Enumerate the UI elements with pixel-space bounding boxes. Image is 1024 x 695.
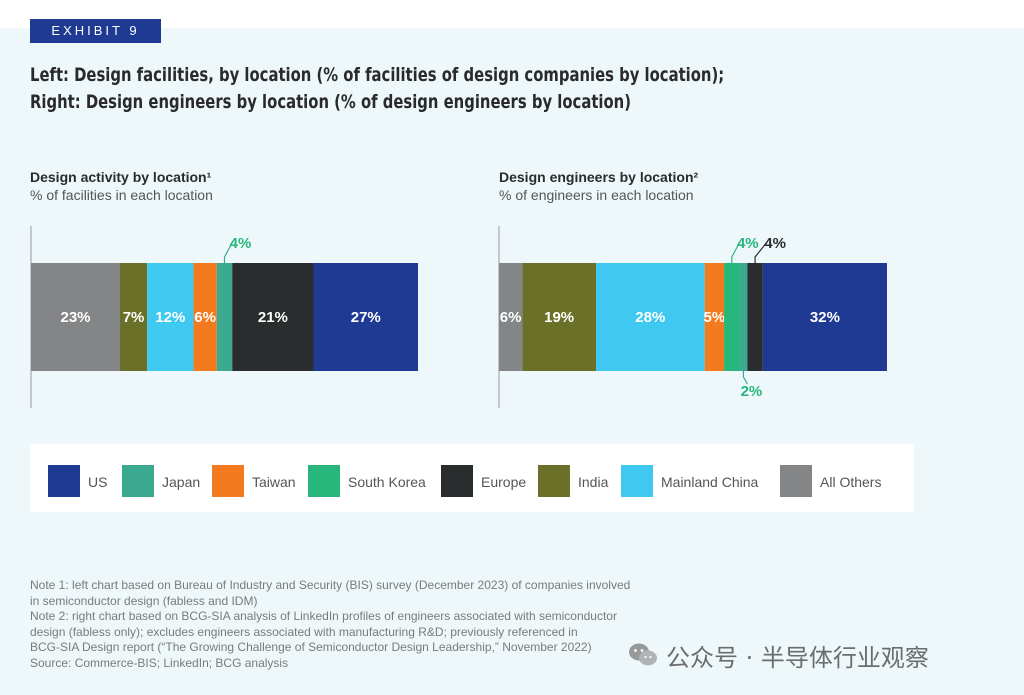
legend-label-india: India: [578, 474, 609, 490]
left-bar-mainland-china: [147, 263, 194, 371]
right-bar-us: [762, 263, 887, 371]
note-line-5: BCG-SIA Design report (“The Growing Chal…: [30, 640, 592, 654]
legend-swatch-japan: [122, 465, 154, 497]
exhibit-label: EXHIBIT 9: [30, 19, 161, 43]
right-bar-india: [522, 263, 596, 371]
left-label-india: 7%: [123, 309, 145, 326]
left-label-us: 27%: [351, 309, 381, 326]
right-bar-mainland-china: [596, 263, 705, 371]
right-label-us: 32%: [810, 309, 840, 326]
legend-label-all-others: All Others: [820, 474, 882, 490]
left-label-europe: 21%: [258, 309, 288, 326]
right-label-india: 19%: [544, 309, 574, 326]
right-bar-japan: [739, 263, 748, 371]
left-bar-all-others: [31, 263, 121, 371]
left-bar-taiwan: [193, 263, 217, 371]
left-bar-japan: [216, 263, 233, 371]
right-bar-south-korea: [724, 263, 740, 371]
legend-label-europe: Europe: [481, 474, 527, 490]
note-line-4: design (fabless only); excludes engineer…: [30, 624, 578, 639]
right-bar-taiwan: [704, 263, 725, 371]
note-line-1: Note 1: left chart based on Bureau of In…: [30, 578, 631, 592]
legend-swatch-mainland-china: [621, 465, 653, 497]
right-label-taiwan: 5%: [703, 309, 725, 326]
title-line-1: Left: Design facilities, by location (% …: [30, 64, 725, 86]
left-bar-europe: [232, 263, 314, 371]
right-leader-europe: [754, 241, 768, 263]
left-label-all-others: 23%: [60, 309, 90, 326]
left-leader-japan: [223, 241, 234, 263]
left-bar-india: [120, 263, 148, 371]
left-label-mainland-china: 12%: [155, 309, 185, 326]
legend-swatch-all-others: [780, 465, 812, 497]
right-leader-south-korea: [731, 241, 741, 263]
legend: US Japan Taiwan South Korea Europe India…: [30, 444, 914, 512]
legend-label-mainland-china: Mainland China: [661, 474, 759, 490]
right-bar-all-others: [499, 263, 523, 371]
left-chart-header: Design activity by location¹ % of facili…: [30, 169, 213, 203]
right-label-south-korea: 4%: [737, 235, 759, 252]
legend-swatch-south-korea: [308, 465, 340, 497]
legend-swatch-taiwan: [212, 465, 244, 497]
right-label-japan: 2%: [741, 383, 763, 400]
right-leader-japan: [742, 371, 748, 385]
left-bar-us: [313, 263, 418, 371]
wechat-icon: [629, 643, 657, 666]
title-line-2: Right: Design engineers by location (% o…: [30, 91, 631, 113]
top-strip: [0, 0, 1024, 28]
legend-label-taiwan: Taiwan: [252, 474, 296, 490]
left-label-japan: 4%: [230, 235, 252, 252]
note-line-2: in semiconductor design (fabless and IDM…: [30, 593, 258, 608]
right-label-mainland-china: 28%: [635, 309, 665, 326]
source-line: Source: Commerce-BIS; LinkedIn; BCG anal…: [30, 655, 289, 670]
right-chart-header: Design engineers by location² % of engin…: [499, 169, 698, 203]
legend-label-japan: Japan: [162, 474, 201, 490]
right-bar-europe: [747, 263, 763, 371]
stacked-bar-charts: 23% 7% 12% 6% 4% 21% 27% 6% 19% 28% 5% 4% 2% 4% 32%: [30, 226, 887, 408]
right-label-all-others: 6%: [500, 309, 522, 326]
right-chart-subtitle: % of engineers in each location: [499, 187, 694, 203]
left-label-taiwan: 6%: [194, 309, 216, 326]
legend-swatch-us: [48, 465, 80, 497]
page-title: Left: Design facilities, by location (% …: [30, 62, 725, 116]
legend-label-us: US: [88, 474, 108, 490]
watermark: 公众号 · 半导体行业观察: [628, 640, 929, 672]
right-chart-title: Design engineers by location²: [499, 169, 699, 185]
legend-swatch-europe: [441, 465, 473, 497]
legend-swatch-india: [538, 465, 570, 497]
right-label-europe: 4%: [764, 235, 786, 252]
footnotes: Note 1: left chart based on Bureau of In…: [30, 578, 750, 671]
left-chart-subtitle: % of facilities in each location: [30, 187, 213, 203]
left-chart-title: Design activity by location¹: [30, 169, 212, 185]
watermark-text: 公众号 · 半导体行业观察: [666, 643, 929, 672]
legend-label-south-korea: South Korea: [348, 474, 426, 490]
note-line-3: Note 2: right chart based on BCG-SIA ana…: [30, 609, 617, 623]
